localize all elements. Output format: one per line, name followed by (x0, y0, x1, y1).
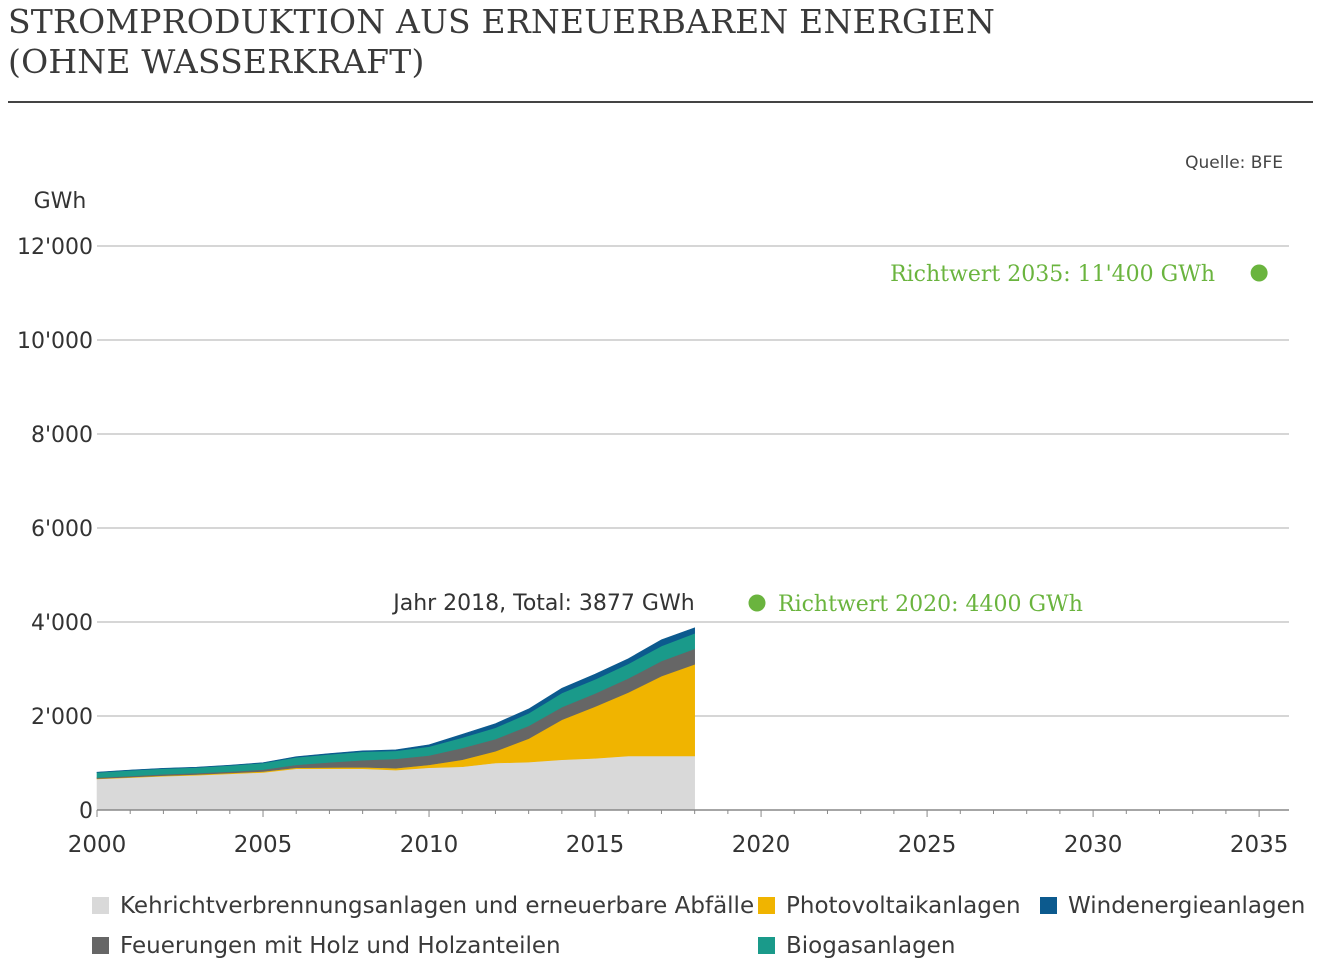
y-tick-label: 8'000 (31, 423, 93, 448)
x-tick-label: 2030 (1064, 832, 1123, 858)
legend-swatch-photovoltaik (758, 897, 775, 914)
legend-swatch-holz (92, 937, 109, 954)
chart-legend: Kehrichtverbrennungsanlagen und erneuerb… (92, 893, 1317, 973)
x-tick-label: 2035 (1230, 832, 1289, 858)
legend-label-holz: Feuerungen mit Holz und Holzanteilen (120, 933, 561, 959)
legend-swatch-kehricht (92, 897, 109, 914)
source-note: Quelle: BFE (1185, 153, 1283, 173)
chart-title-line-1: STROMPRODUKTION AUS ERNEUERBAREN ENERGIE… (8, 2, 996, 41)
legend-label-wind: Windenergieanlagen (1068, 893, 1306, 919)
y-axis-label: GWh (34, 189, 87, 214)
y-tick-label: 0 (79, 799, 93, 824)
y-tick-label: 2'000 (31, 705, 93, 730)
x-tick-label: 2015 (566, 832, 625, 858)
legend-swatch-wind (1040, 897, 1057, 914)
area-series-4 (96, 627, 695, 773)
x-tick-label: 2020 (732, 832, 791, 858)
legend-item-biogas: Biogasanlagen (758, 933, 955, 959)
legend-item-wind: Windenergieanlagen (1040, 893, 1305, 919)
legend-item-photovoltaik: Photovoltaikanlagen (758, 893, 1021, 919)
y-tick-label: 6'000 (31, 517, 93, 542)
x-tick-label: 2025 (898, 832, 957, 858)
legend-item-holz: Feuerungen mit Holz und Holzanteilen (92, 933, 561, 959)
target-marker-2035 (1250, 264, 1268, 282)
legend-swatch-biogas (758, 937, 775, 954)
chart-title: STROMPRODUKTION AUS ERNEUERBAREN ENERGIE… (8, 2, 995, 82)
annotation-total-2018: Jahr 2018, Total: 3877 GWh (391, 591, 694, 616)
y-tick-label: 10'000 (17, 329, 93, 354)
x-tick-label: 2010 (400, 832, 459, 858)
legend-label-biogas: Biogasanlagen (786, 933, 956, 959)
title-divider (8, 101, 1313, 103)
y-tick-label: 4'000 (31, 611, 93, 636)
chart-title-line-2: (OHNE WASSERKRAFT) (8, 42, 425, 81)
annotation-target-2035: Richtwert 2035: 11'400 GWh (890, 262, 1215, 287)
annotation-target-2020: Richtwert 2020: 4400 GWh (778, 592, 1083, 617)
stacked-area-chart: GWh 0 2'000 4'000 6'000 8'000 10'000 12'000 2000… (17, 189, 1289, 858)
x-tick-label: 2005 (234, 832, 293, 858)
legend-item-kehricht: Kehrichtverbrennungsanlagen und erneuerb… (92, 893, 754, 919)
y-tick-label: 12'000 (17, 235, 93, 260)
legend-label-photovoltaik: Photovoltaikanlagen (786, 893, 1021, 919)
legend-label-kehricht: Kehrichtverbrennungsanlagen und erneuerb… (120, 893, 755, 919)
x-tick-label: 2000 (68, 832, 127, 858)
target-marker-2020 (748, 594, 766, 612)
